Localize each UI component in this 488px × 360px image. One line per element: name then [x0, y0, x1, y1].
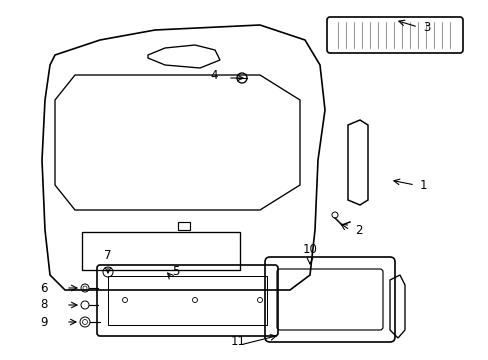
Text: 2: 2	[354, 224, 362, 237]
Bar	[178, 222, 190, 230]
Text: 9: 9	[41, 315, 48, 328]
Text: 3: 3	[422, 21, 429, 33]
Text: 8: 8	[41, 298, 48, 311]
Text: 7: 7	[104, 249, 112, 262]
Text: 10: 10	[302, 243, 317, 256]
Bar	[82, 232, 240, 270]
Text: 11: 11	[230, 335, 245, 348]
Text: 6: 6	[41, 282, 48, 294]
Bar	[108, 276, 266, 325]
Text: 1: 1	[419, 179, 427, 192]
Text: 4: 4	[210, 68, 218, 81]
Text: 5: 5	[172, 265, 179, 278]
